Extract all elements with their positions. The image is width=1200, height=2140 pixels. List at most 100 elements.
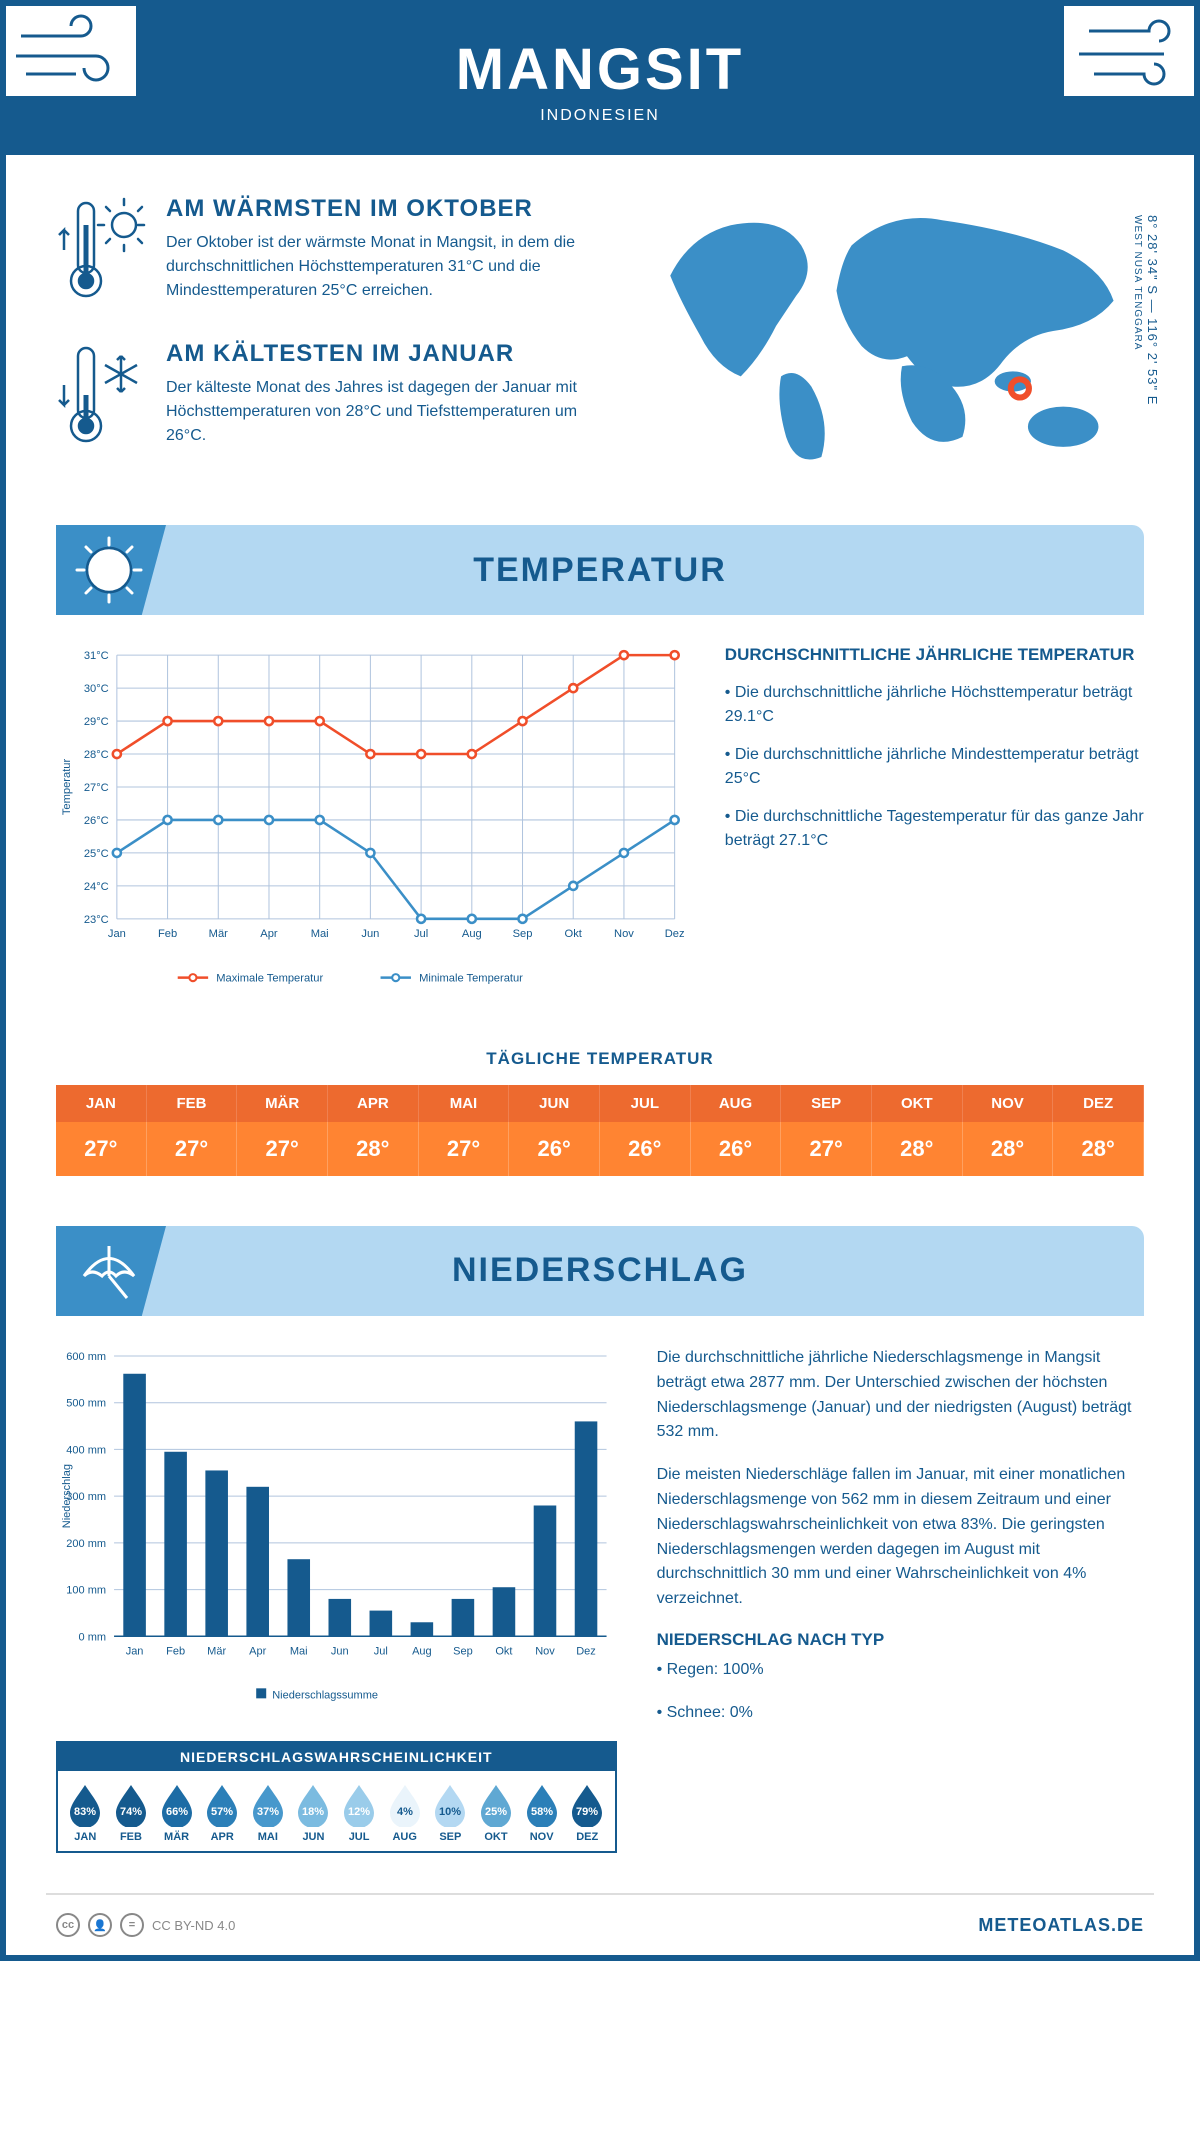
svg-text:25%: 25%	[485, 1806, 507, 1818]
precip-paragraph: Die durchschnittliche jährliche Niedersc…	[657, 1346, 1144, 1445]
coordinates: 8° 28' 34" S — 116° 2' 53" EWEST NUSA TE…	[1130, 215, 1160, 405]
coldest-text: Der kälteste Monat des Jahres ist dagege…	[166, 376, 610, 448]
warmest-fact: AM WÄRMSTEN IM OKTOBER Der Oktober ist d…	[56, 195, 610, 310]
sun-icon	[74, 535, 144, 605]
svg-text:Mär: Mär	[209, 928, 228, 940]
temperature-header: TEMPERATUR	[56, 525, 1144, 615]
svg-text:29°C: 29°C	[84, 716, 109, 728]
probability-item: 18%JUN	[292, 1783, 335, 1843]
table-header: JAN	[56, 1085, 147, 1122]
svg-text:Feb: Feb	[158, 928, 177, 940]
svg-text:Okt: Okt	[565, 928, 583, 940]
site-link[interactable]: METEOATLAS.DE	[978, 1915, 1144, 1936]
svg-text:27°C: 27°C	[84, 782, 109, 794]
probability-item: 37%MAI	[247, 1783, 290, 1843]
info-title: DURCHSCHNITTLICHE JÄHRLICHE TEMPERATUR	[725, 645, 1144, 665]
table-cell: 28°	[328, 1122, 419, 1176]
world-map-icon	[640, 195, 1144, 477]
info-bullet: • Die durchschnittliche jährliche Mindes…	[725, 743, 1144, 791]
thermometer-snow-icon	[56, 340, 146, 455]
svg-text:Aug: Aug	[412, 1645, 432, 1657]
svg-text:Jul: Jul	[374, 1645, 388, 1657]
wind-icon	[1064, 6, 1194, 96]
svg-text:Nov: Nov	[535, 1645, 555, 1657]
temperature-info: DURCHSCHNITTLICHE JÄHRLICHE TEMPERATUR •…	[725, 645, 1144, 1005]
table-cell: 28°	[872, 1122, 963, 1176]
license-text: CC BY-ND 4.0	[152, 1918, 235, 1933]
precip-type-bullet: • Schnee: 0%	[657, 1701, 1144, 1726]
svg-text:Dez: Dez	[665, 928, 685, 940]
probability-item: 25%OKT	[475, 1783, 518, 1843]
table-header: JUN	[509, 1085, 600, 1122]
probability-item: 57%APR	[201, 1783, 244, 1843]
svg-text:Mai: Mai	[311, 928, 329, 940]
svg-text:Mai: Mai	[290, 1645, 308, 1657]
table-header: FEB	[147, 1085, 238, 1122]
svg-text:Dez: Dez	[576, 1645, 596, 1657]
svg-text:Nov: Nov	[614, 928, 634, 940]
table-cell: 28°	[963, 1122, 1054, 1176]
svg-text:25°C: 25°C	[84, 848, 109, 860]
table-cell: 27°	[237, 1122, 328, 1176]
svg-text:58%: 58%	[531, 1806, 553, 1818]
probability-title: NIEDERSCHLAGSWAHRSCHEINLICHKEIT	[58, 1743, 615, 1771]
svg-text:200 mm: 200 mm	[66, 1538, 106, 1550]
table-cell: 27°	[781, 1122, 872, 1176]
svg-text:79%: 79%	[576, 1806, 598, 1818]
svg-text:Jan: Jan	[108, 928, 126, 940]
table-cell: 26°	[691, 1122, 782, 1176]
footer: cc 👤 = CC BY-ND 4.0 METEOATLAS.DE	[46, 1893, 1154, 1955]
table-header: OKT	[872, 1085, 963, 1122]
svg-text:4%: 4%	[397, 1806, 413, 1818]
table-header: DEZ	[1053, 1085, 1144, 1122]
svg-text:Apr: Apr	[260, 928, 278, 940]
info-bullet: • Die durchschnittliche Tagestemperatur …	[725, 805, 1144, 853]
probability-item: 58%NOV	[520, 1783, 563, 1843]
thermometer-sun-icon	[56, 195, 146, 310]
svg-text:100 mm: 100 mm	[66, 1585, 106, 1597]
svg-text:500 mm: 500 mm	[66, 1398, 106, 1410]
table-header: SEP	[781, 1085, 872, 1122]
svg-text:Temperatur: Temperatur	[61, 759, 73, 816]
probability-item: 12%JUL	[338, 1783, 381, 1843]
daily-table: JANFEBMÄRAPRMAIJUNJULAUGSEPOKTNOVDEZ27°2…	[56, 1085, 1144, 1176]
probability-item: 79%DEZ	[566, 1783, 609, 1843]
svg-text:Minimale Temperatur: Minimale Temperatur	[419, 973, 523, 985]
svg-text:31°C: 31°C	[84, 650, 109, 662]
info-bullet: • Die durchschnittliche jährliche Höchst…	[725, 681, 1144, 729]
table-cell: 27°	[147, 1122, 238, 1176]
probability-item: 66%MÄR	[155, 1783, 198, 1843]
coldest-fact: AM KÄLTESTEN IM JANUAR Der kälteste Mona…	[56, 340, 610, 455]
svg-text:Niederschlag: Niederschlag	[61, 1464, 73, 1528]
svg-text:23°C: 23°C	[84, 914, 109, 926]
probability-item: 10%SEP	[429, 1783, 472, 1843]
svg-text:74%: 74%	[120, 1806, 142, 1818]
probability-item: 83%JAN	[64, 1783, 107, 1843]
svg-text:600 mm: 600 mm	[66, 1351, 106, 1363]
header: MANGSIT INDONESIEN	[6, 6, 1194, 155]
svg-text:66%: 66%	[166, 1806, 188, 1818]
svg-text:Jun: Jun	[361, 928, 379, 940]
svg-text:Maximale Temperatur: Maximale Temperatur	[216, 973, 323, 985]
table-header: AUG	[691, 1085, 782, 1122]
cc-icon: cc	[56, 1913, 80, 1937]
svg-text:30°C: 30°C	[84, 683, 109, 695]
table-cell: 27°	[419, 1122, 510, 1176]
svg-text:10%: 10%	[439, 1806, 461, 1818]
table-header: MÄR	[237, 1085, 328, 1122]
subtitle: INDONESIEN	[26, 107, 1174, 125]
svg-text:Jun: Jun	[331, 1645, 349, 1657]
svg-text:Sep: Sep	[453, 1645, 473, 1657]
intro: AM WÄRMSTEN IM OKTOBER Der Oktober ist d…	[6, 155, 1194, 525]
precip-type-title: NIEDERSCHLAG NACH TYP	[657, 1630, 1144, 1650]
precipitation-header: NIEDERSCHLAG	[56, 1226, 1144, 1316]
probability-item: 4%AUG	[383, 1783, 426, 1843]
svg-text:28°C: 28°C	[84, 749, 109, 761]
table-cell: 26°	[600, 1122, 691, 1176]
svg-text:57%: 57%	[211, 1806, 233, 1818]
precip-type-bullet: • Regen: 100%	[657, 1658, 1144, 1683]
svg-text:Apr: Apr	[249, 1645, 266, 1657]
by-icon: 👤	[88, 1913, 112, 1937]
page-title: MANGSIT	[26, 36, 1174, 103]
warmest-text: Der Oktober ist der wärmste Monat in Man…	[166, 231, 610, 303]
